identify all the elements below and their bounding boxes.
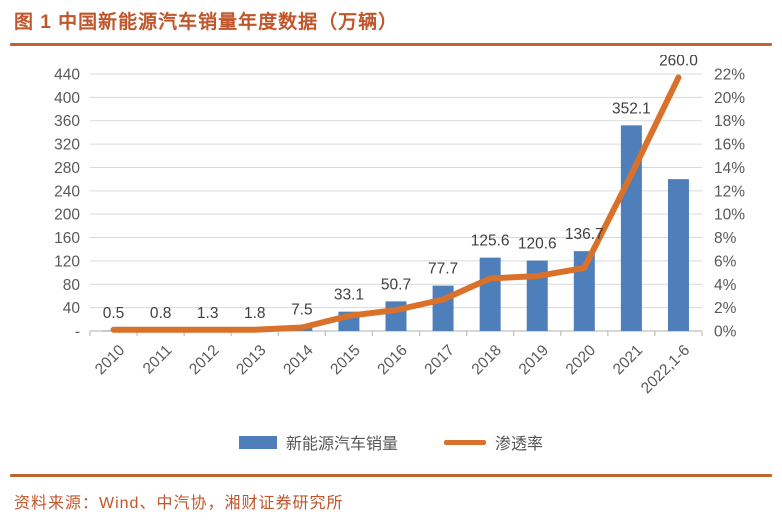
left-axis-label: 200 [54, 207, 80, 224]
bar-value-label: 136.7 [565, 226, 604, 243]
right-axis-label: 16% [714, 137, 745, 154]
x-axis-label: 2022,1-6 [638, 342, 693, 397]
legend-item-sales: 新能源汽车销量 [238, 430, 398, 454]
bar-2017 [432, 285, 454, 331]
left-axis-label: 280 [54, 160, 80, 177]
bar-value-label: 260.0 [659, 55, 698, 70]
bar-value-label: 0.8 [150, 305, 172, 322]
left-axis-label: - [75, 324, 80, 341]
source-note: 资料来源：Wind、中汽协，湘财证券研究所 [14, 495, 344, 512]
x-axis-label: 2011 [140, 342, 176, 378]
left-axis-label: 400 [54, 90, 80, 107]
bar-2018 [479, 257, 501, 331]
legend-label-sales: 新能源汽车销量 [285, 436, 398, 453]
right-axis-label: 6% [714, 253, 737, 270]
bar-2021 [620, 125, 642, 332]
bar-value-label: 120.6 [518, 236, 557, 253]
x-axis-label: 2017 [422, 342, 458, 378]
x-axis-label: 2012 [186, 342, 222, 378]
x-axis-label: 2015 [327, 342, 363, 378]
bar-2019 [526, 260, 548, 331]
bar-2022,1-6 [667, 179, 689, 331]
x-axis-label: 2021 [610, 342, 646, 378]
left-axis-label: 440 [54, 67, 80, 84]
right-axis-label: 8% [714, 230, 737, 247]
right-axis-label: 20% [714, 90, 745, 107]
top-divider [10, 43, 772, 46]
right-axis-label: 18% [714, 113, 745, 130]
right-axis-label: 12% [714, 183, 745, 200]
bar-value-label: 7.5 [291, 302, 313, 319]
bar-value-label: 352.1 [612, 100, 651, 117]
bottom-divider [10, 474, 772, 477]
left-axis-label: 320 [54, 137, 80, 154]
x-axis-label: 2010 [92, 342, 129, 379]
left-axis-label: 120 [54, 253, 80, 270]
bar-value-label: 33.1 [334, 287, 364, 304]
right-axis-label: 14% [714, 160, 745, 177]
right-axis-label: 4% [714, 277, 737, 294]
left-axis-label: 160 [54, 230, 80, 247]
left-axis-label: 360 [54, 113, 80, 130]
legend-label-penetration: 渗透率 [495, 436, 544, 453]
right-axis-label: 10% [714, 207, 745, 224]
x-axis-label: 2014 [280, 342, 317, 379]
x-axis-label: 2020 [563, 342, 600, 379]
chart-legend: 新能源汽车销量 渗透率 [0, 430, 782, 454]
x-axis-label: 2016 [374, 342, 410, 378]
bar-value-label: 1.8 [244, 305, 266, 322]
figure-title: 图 1 中国新能源汽车销量年度数据（万辆） [14, 12, 399, 33]
x-axis-label: 2019 [516, 342, 552, 378]
penetration-line [110, 74, 682, 333]
bar-value-label: 1.3 [197, 305, 219, 322]
x-axis-label: 2018 [469, 342, 505, 378]
right-axis-label: 22% [714, 67, 745, 84]
right-axis-label: 0% [714, 324, 737, 341]
bar-value-label: 77.7 [428, 261, 458, 278]
legend-item-penetration: 渗透率 [444, 430, 543, 454]
x-axis-label: 2013 [233, 342, 269, 378]
left-axis-label: 240 [54, 183, 80, 200]
line-swatch-icon [444, 439, 486, 445]
bar-value-label: 50.7 [381, 276, 411, 293]
bar-value-label: 125.6 [471, 233, 510, 250]
bar-value-label: 0.5 [103, 305, 125, 322]
right-axis-label: 2% [714, 300, 737, 317]
bar-swatch-icon [238, 435, 277, 449]
left-axis-label: 80 [63, 277, 81, 294]
left-axis-label: 40 [63, 300, 81, 317]
combo-chart: 0.5 0.8 1.3 1.8 7.5 33.1 50.7 77.7 125.6 120.6 136… [54, 55, 745, 397]
